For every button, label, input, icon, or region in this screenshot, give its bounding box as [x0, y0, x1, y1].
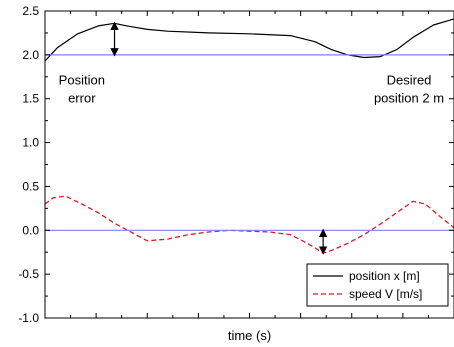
legend: position x [m] speed V [m/s] [306, 263, 449, 307]
speed-series-line [45, 195, 454, 254]
annotation-label: Position error [59, 73, 105, 106]
annotation-label: Desired position 2 m [374, 73, 444, 106]
legend-label: position x [m] [349, 269, 420, 283]
y-tick-label: -0.5 [18, 267, 39, 281]
annotations: Position error Desired position 2 m [59, 21, 444, 255]
axis-ticks [45, 10, 454, 319]
annotation-line: Desired [387, 73, 432, 88]
annotation-line: error [68, 91, 96, 106]
y-tick-label: 1.5 [22, 92, 39, 106]
x-axis-title: time (s) [228, 328, 271, 343]
y-tick-label: 0.0 [22, 223, 39, 237]
y-tick-label: 0.5 [22, 179, 39, 193]
y-tick-label: 2.5 [22, 4, 39, 18]
legend-box [306, 263, 449, 307]
y-tick-label: 1.0 [22, 136, 39, 150]
legend-label: speed V [m/s] [349, 287, 422, 301]
axis-labels: -1.0 -0.5 0.0 0.5 1.0 1.5 2.0 2.5 time (s) [18, 4, 271, 343]
position-series-line [45, 18, 454, 62]
y-tick-label: 2.0 [22, 48, 39, 62]
y-tick-label: -1.0 [18, 311, 39, 325]
annotation-line: position 2 m [374, 91, 444, 106]
plot-area [45, 18, 454, 254]
annotation-line: Position [59, 73, 105, 88]
